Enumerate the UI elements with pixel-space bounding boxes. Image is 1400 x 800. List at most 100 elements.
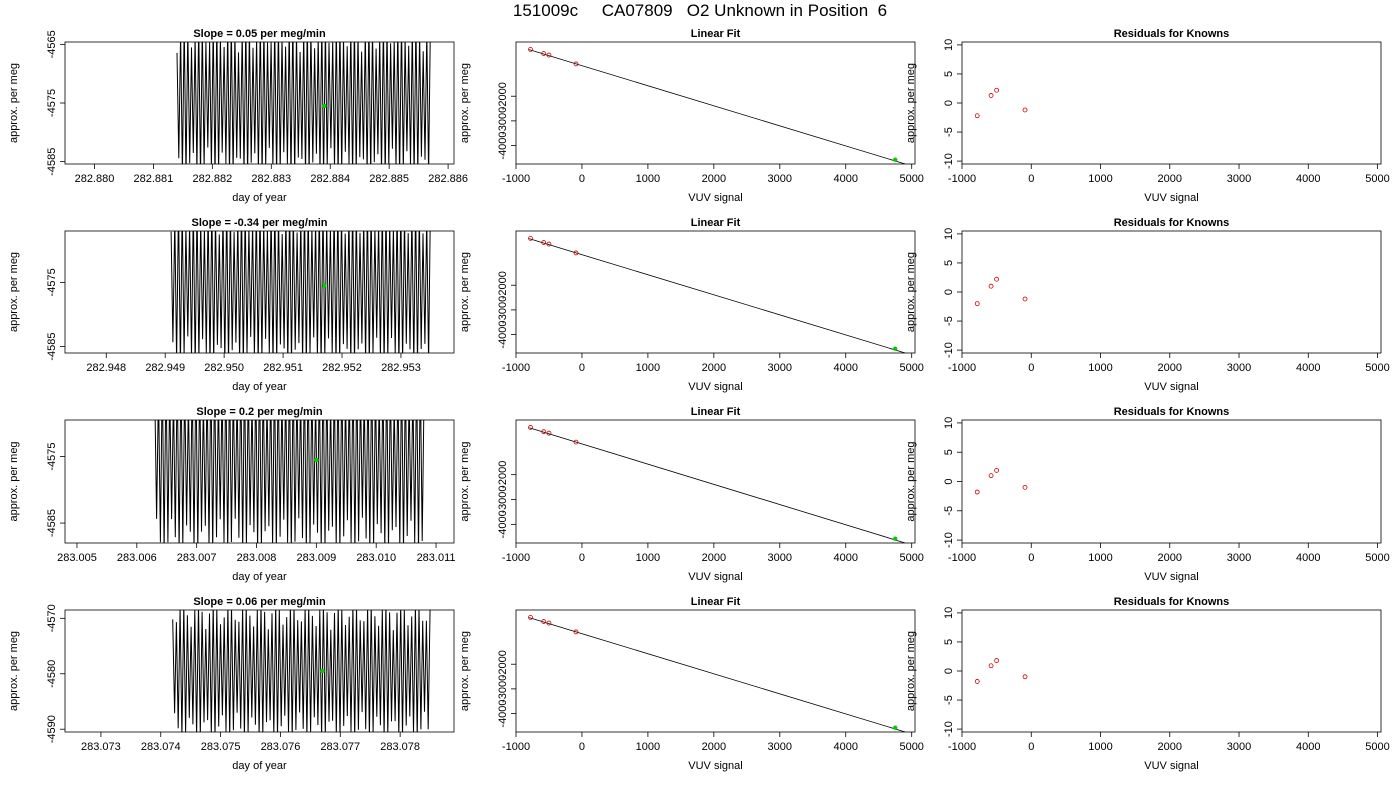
- y-tick-label: 5: [943, 639, 955, 645]
- x-axis-label: VUV signal: [1144, 760, 1198, 772]
- known-point: [541, 240, 547, 245]
- plot-area: [974, 87, 1028, 119]
- plot-area: [528, 614, 907, 732]
- x-tick-label: 1000: [636, 362, 660, 374]
- known-point: [988, 93, 994, 98]
- y-tick-label: -10: [943, 342, 955, 358]
- known-point: [546, 52, 552, 58]
- x-tick-label: 5000: [1365, 552, 1389, 564]
- x-axis-label: day of year: [232, 571, 287, 583]
- plot-area: [974, 276, 1028, 307]
- x-tick-label: 0: [1028, 741, 1034, 753]
- plot-area: [172, 610, 431, 732]
- x-tick-label: 3000: [1227, 552, 1251, 564]
- y-tick-label: -4000: [497, 131, 509, 159]
- y-tick-label: -2000: [497, 271, 509, 299]
- x-tick-label: -1000: [948, 741, 976, 753]
- known-point: [994, 467, 1000, 473]
- y-tick-label: -5: [943, 316, 955, 326]
- known-point: [573, 629, 579, 635]
- panel-frame: [64, 230, 455, 354]
- x-axis-label: VUV signal: [688, 571, 742, 583]
- x-tick-label: 0: [579, 741, 585, 753]
- x-tick-label: 3000: [768, 362, 792, 374]
- x-tick-label: 282.951: [263, 362, 303, 374]
- y-tick-label: -10: [943, 532, 955, 548]
- y-axis-label: approx. per meg: [459, 441, 471, 521]
- data-trace: [176, 42, 431, 164]
- known-point: [546, 241, 552, 247]
- y-tick-label: -2000: [497, 461, 509, 489]
- panel-frame: [515, 41, 916, 165]
- y-axis-label: approx. per meg: [905, 441, 917, 521]
- x-tick-label: 283.077: [320, 741, 360, 753]
- panel-12: Residuals for Knowns -1000 0 1000 2000 3000 40…: [905, 596, 1390, 772]
- known-point: [974, 489, 980, 495]
- x-tick-label: 282.953: [381, 362, 421, 374]
- y-tick-label: 10: [943, 228, 955, 240]
- panel-frame: [961, 230, 1382, 354]
- y-axis-label: approx. per meg: [459, 252, 471, 332]
- known-point: [988, 283, 994, 289]
- known-point: [546, 430, 552, 436]
- x-tick-label: 283.010: [356, 552, 396, 564]
- known-point: [528, 46, 533, 52]
- panel-title: Slope = 0.2 per meg/min: [196, 406, 323, 418]
- x-axis-label: day of year: [232, 192, 287, 204]
- x-tick-label: 0: [579, 173, 585, 185]
- plot-area: [974, 658, 1028, 684]
- x-tick-label: 283.009: [296, 552, 336, 564]
- known-point: [1022, 484, 1028, 490]
- known-point: [528, 235, 533, 241]
- x-tick-label: 0: [579, 552, 585, 564]
- panel-4: Slope = -0.34 per meg/min 282.948 282.949 2…: [8, 217, 455, 393]
- known-point: [974, 301, 980, 307]
- panel-title: Linear Fit: [691, 28, 741, 40]
- x-axis-label: VUV signal: [688, 760, 742, 772]
- x-tick-label: 4000: [834, 741, 858, 753]
- known-point: [546, 620, 552, 626]
- x-tick-label: 283.076: [261, 741, 301, 753]
- y-tick-label: -4575: [46, 268, 58, 296]
- plot-area: [170, 231, 431, 353]
- plot-area: [528, 46, 907, 164]
- x-tick-label: 1000: [1088, 741, 1112, 753]
- y-tick-label: -3000: [497, 296, 509, 324]
- known-point: [541, 429, 547, 435]
- plot-area: [154, 420, 425, 543]
- x-tick-label: 0: [1028, 552, 1034, 564]
- x-tick-label: 0: [579, 362, 585, 374]
- x-tick-label: 282.885: [369, 173, 409, 185]
- y-tick-label: 10: [943, 607, 955, 619]
- y-tick-label: -4000: [497, 510, 509, 538]
- known-point: [573, 439, 579, 445]
- x-tick-label: 282.886: [428, 173, 468, 185]
- x-axis-label: VUV signal: [688, 192, 742, 204]
- x-tick-label: 3000: [768, 173, 792, 185]
- x-tick-label: 4000: [1296, 362, 1320, 374]
- x-tick-label: 3000: [768, 741, 792, 753]
- panel-frame: [515, 609, 916, 733]
- panel-frame: [64, 419, 455, 544]
- known-point: [1022, 296, 1028, 302]
- x-tick-label: 0: [1028, 362, 1034, 374]
- data-trace: [172, 610, 431, 732]
- x-tick-label: 282.948: [86, 362, 126, 374]
- y-tick-label: -2000: [497, 82, 509, 110]
- known-point: [974, 679, 980, 684]
- x-tick-label: 1000: [1088, 173, 1112, 185]
- y-axis-label: approx. per meg: [8, 631, 20, 711]
- known-point: [994, 658, 1000, 663]
- x-tick-label: 5000: [1365, 173, 1389, 185]
- panel-2: Linear Fit -1000 0 1000 2000 3000 4000 5000 -200…: [459, 28, 924, 204]
- y-tick-label: -4575: [46, 89, 58, 117]
- x-tick-label: 2000: [1158, 362, 1182, 374]
- y-axis-label: approx. per meg: [905, 631, 917, 711]
- plot-area: [974, 467, 1028, 495]
- panel-title: Linear Fit: [691, 596, 741, 608]
- y-axis-label: approx. per meg: [8, 441, 20, 521]
- x-tick-label: -1000: [948, 552, 976, 564]
- y-tick-label: -5: [943, 695, 955, 705]
- x-tick-label: 4000: [1296, 741, 1320, 753]
- x-tick-label: 1000: [636, 741, 660, 753]
